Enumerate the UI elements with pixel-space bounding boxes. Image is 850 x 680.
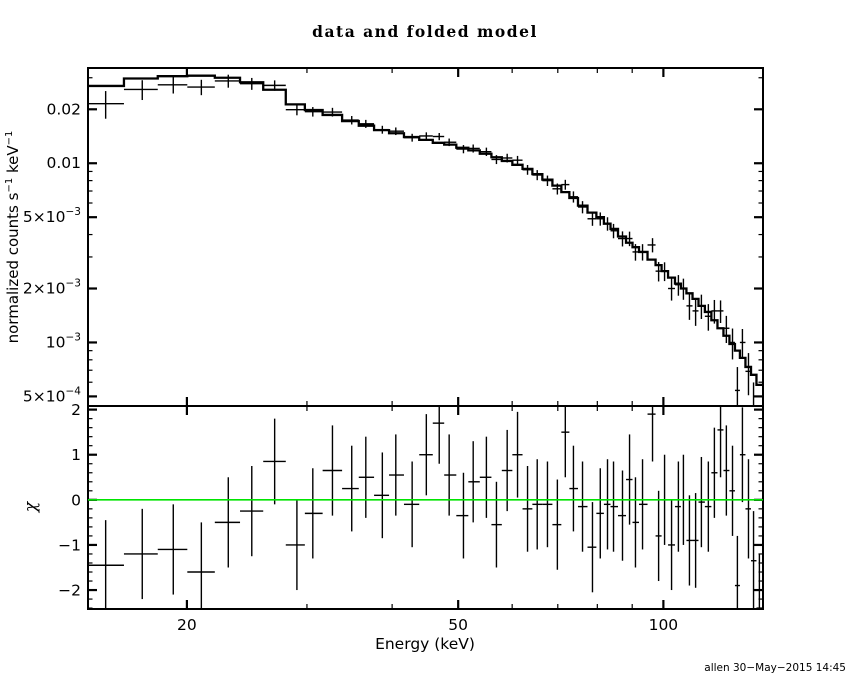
svg-text:−1: −1 [58,536,81,554]
svg-text:0.02: 0.02 [46,100,81,118]
tick-labels: 0.02 0.01 5×10−3 2×10−3 10−3 5×10−42 1 0 −1 −2 20 5… [23,100,678,634]
svg-text:1: 1 [71,446,81,464]
svg-text:0.01: 0.01 [46,154,81,172]
plot-frames [87,67,764,610]
svg-text:5×10−4: 5×10−4 [23,385,81,405]
model-histogram [88,74,763,386]
svg-text:2×10−3: 2×10−3 [23,278,81,298]
axis-ticks [88,68,763,609]
svg-text:0: 0 [71,491,81,509]
y-axis-label: normalized counts s−1 keV−1 [4,131,22,344]
svg-text:50: 50 [448,616,468,634]
svg-text:100: 100 [649,616,679,634]
plot-title: data and folded model [312,22,538,41]
svg-text:−2: −2 [58,582,81,600]
svg-text:2: 2 [71,401,81,419]
svg-text:10−3: 10−3 [46,331,81,351]
svg-text:5×10−3: 5×10−3 [23,206,81,226]
signature-text: allen 30−May−2015 14:45 [704,662,846,674]
spectrum-data-points [88,74,755,406]
x-axis-label: Energy (keV) [375,635,475,653]
chi-axis-label: χ [21,500,41,513]
svg-text:20: 20 [177,616,197,634]
